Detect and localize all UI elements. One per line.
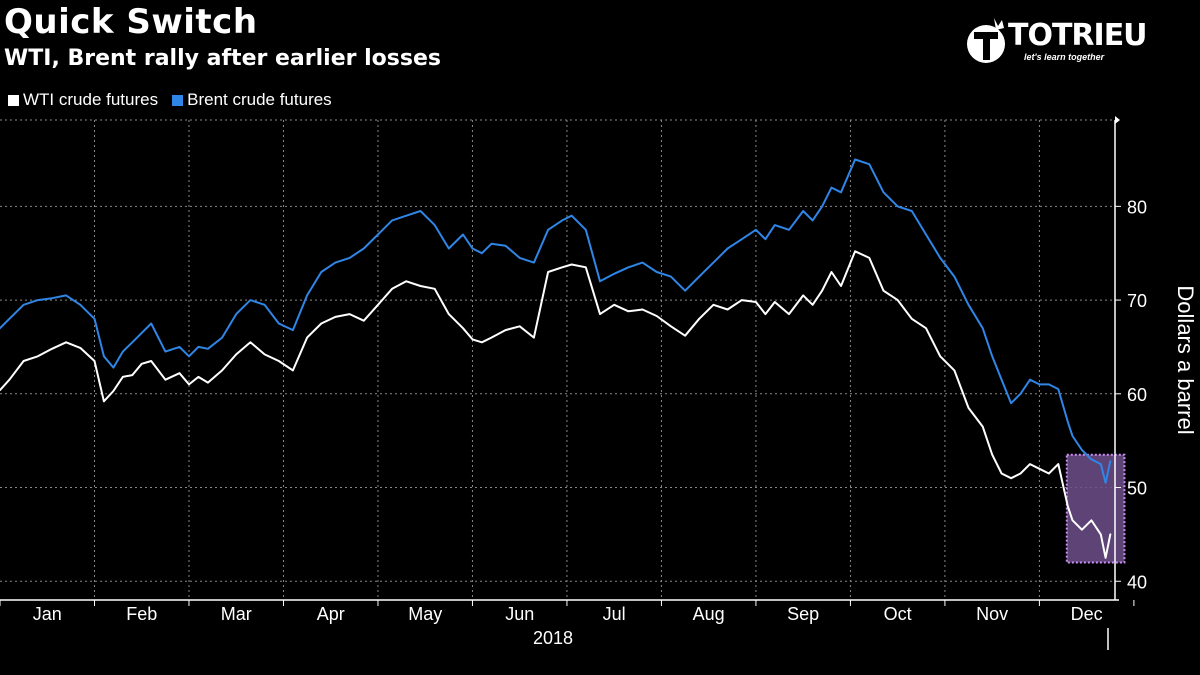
highlight-box [1065,453,1126,564]
y-tick-label-50: 50 [1127,479,1147,499]
legend-item-wti: WTI crude futures [8,90,158,110]
x-tick-label-feb: Feb [126,604,157,624]
x-tick-label-dec: Dec [1071,604,1103,624]
brand-logo: TOTRIEU let's learn together [966,16,1148,68]
chart-subtitle: WTI, Brent rally after earlier losses [4,46,441,71]
chart-legend: WTI crude futures Brent crude futures [8,90,332,110]
torch-icon [967,18,1005,63]
chart-grid [0,119,1115,600]
x-tick-label-jul: Jul [603,604,626,624]
legend-label-wti: WTI crude futures [23,90,159,109]
y-axis-arrow [1115,116,1120,124]
series-line-brent [0,158,1112,484]
x-tick-label-oct: Oct [884,604,912,624]
x-tick-label-apr: Apr [317,604,345,624]
legend-swatch-wti [8,94,19,106]
series-line-wti [0,250,1112,559]
legend-label-brent: Brent crude futures [187,90,332,109]
x-tick-label-sep: Sep [787,604,819,624]
x-tick-label-aug: Aug [693,604,725,624]
logo-tagline: let's learn together [1024,52,1105,62]
x-tick-label-may: May [408,604,442,624]
x-tick-label-jun: Jun [505,604,534,624]
y-tick-label-60: 60 [1127,385,1147,405]
chart-series [0,158,1112,559]
legend-swatch-brent [172,94,184,106]
x-tick-label-jan: Jan [33,604,62,624]
x-axis-year-label: 2018 [533,628,573,648]
chart-axes: 40 50 60 70 80 Jan Feb Mar Apr May Jun Jul Aug Sep Oct… [0,116,1147,650]
x-tick-label-mar: Mar [221,604,252,624]
legend-item-brent: Brent crude futures [172,90,332,110]
y-tick-label-40: 40 [1127,572,1147,592]
logo-wordmark: TOTRIEU [1008,18,1148,53]
y-axis-label: Dollars a barrel [1173,285,1198,434]
chart-title: Quick Switch [4,2,258,42]
highlight-region [1065,453,1126,564]
y-tick-label-70: 70 [1127,291,1147,311]
x-tick-label-nov: Nov [976,604,1008,624]
y-tick-label-80: 80 [1127,197,1147,217]
